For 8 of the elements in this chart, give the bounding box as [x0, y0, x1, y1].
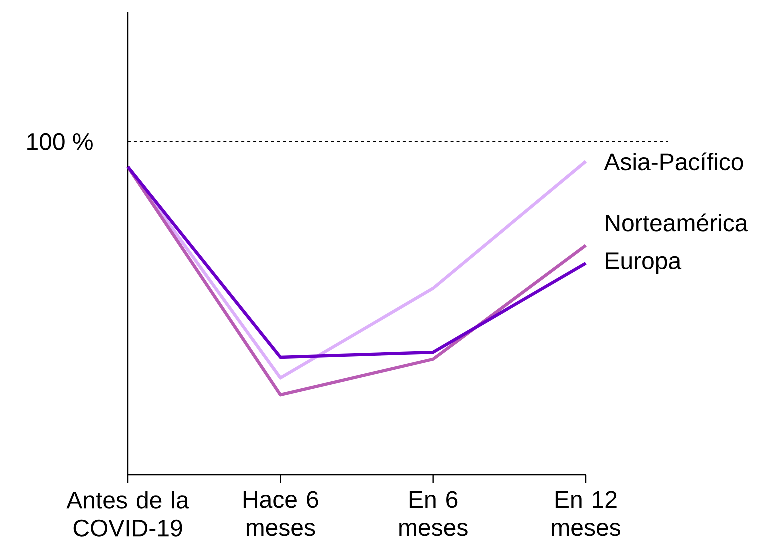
x-tick-label: En 6 meses [400, 491, 468, 536]
x-tick-label: Hace 6 meses [244, 491, 318, 536]
text: 100 % [28, 133, 93, 150]
series-label: Asia-Pacífico [604, 152, 744, 171]
x-tick-label: En 12 meses [552, 491, 620, 536]
series-label: Europa [606, 252, 682, 274]
x-tick-label: Antes de la COVID-19 [66, 491, 190, 537]
series-label: Norteamérica [606, 214, 748, 232]
